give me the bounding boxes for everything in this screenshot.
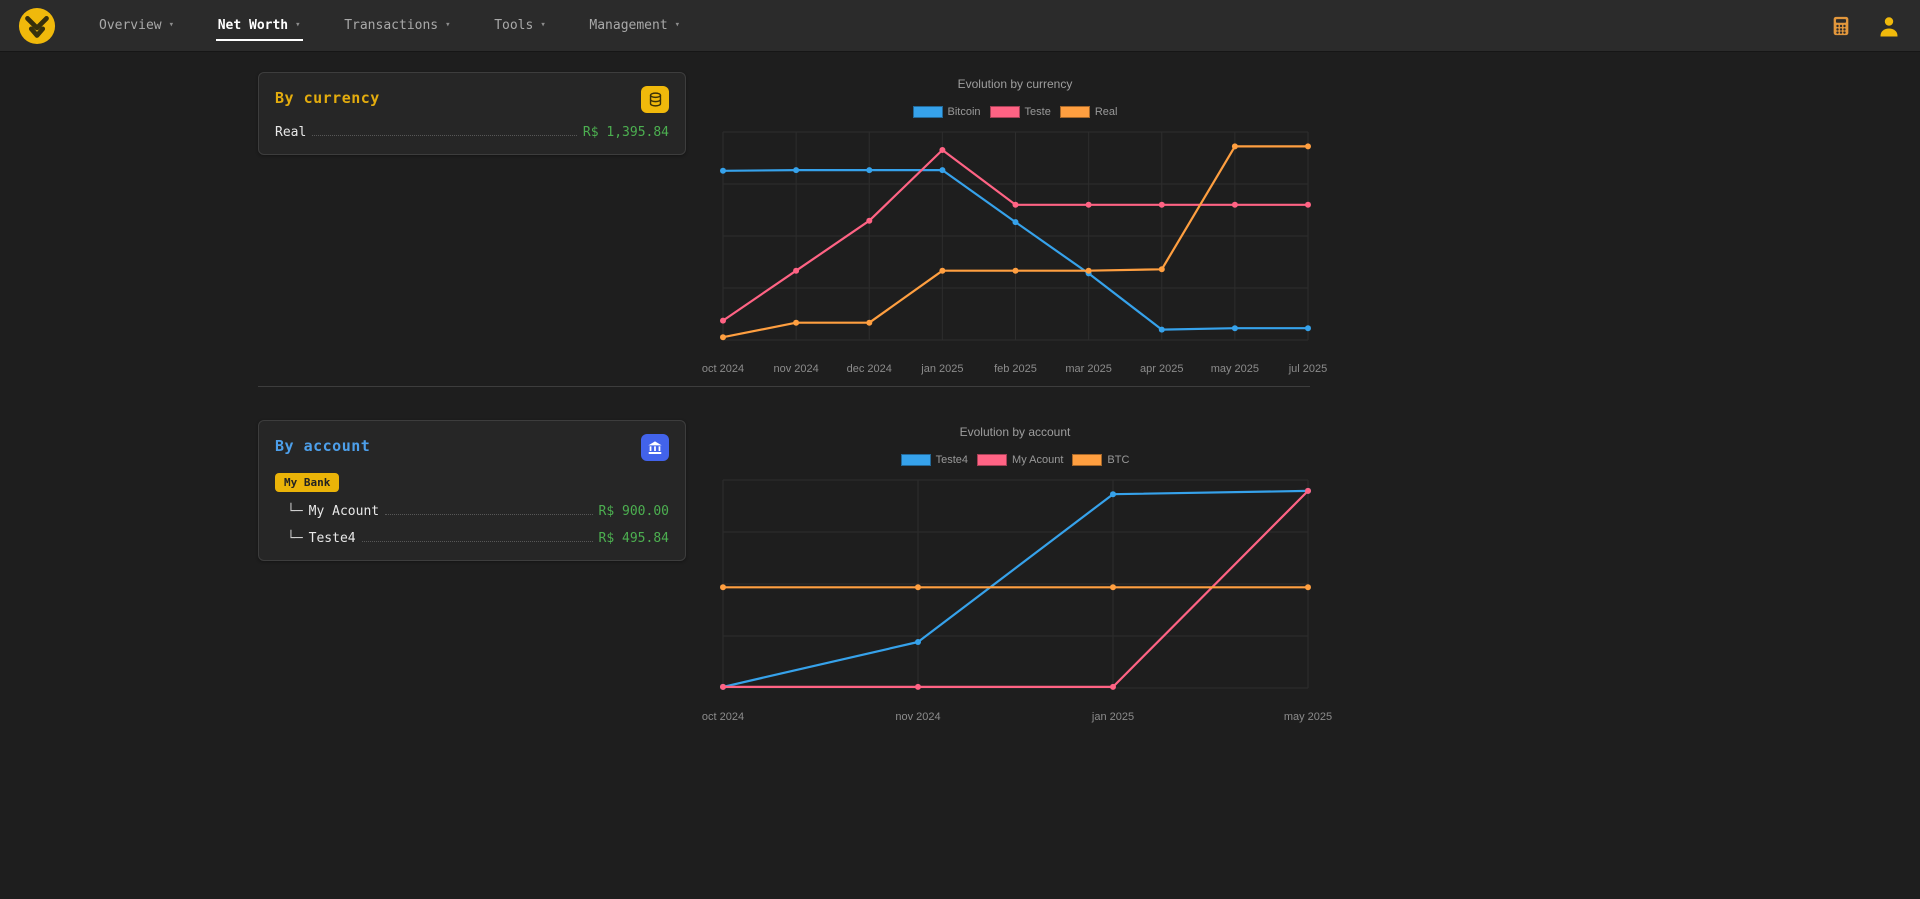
logo-icon <box>18 7 56 44</box>
legend-item-my-acount[interactable]: My Acount <box>977 454 1063 466</box>
main-nav: Overview ▾ Net Worth ▾ Transactions ▾ To… <box>82 11 697 41</box>
account-label: Teste4 <box>308 531 356 546</box>
coins-icon <box>649 92 661 107</box>
svg-text:may 2025: may 2025 <box>1283 711 1331 723</box>
nav-item-label: Management <box>589 17 668 33</box>
chart-legend: Bitcoin Teste Real <box>912 106 1118 118</box>
user-icon <box>1880 16 1898 36</box>
svg-text:jan 2025: jan 2025 <box>920 363 963 375</box>
dotted-leader <box>312 135 577 136</box>
currency-row-real: Real R$ 1,395.84 <box>275 125 669 140</box>
currency-section: By currency Real R$ 1,395.84 <box>258 72 1920 376</box>
legend-label: BTC <box>1107 454 1130 466</box>
calculator-icon <box>1833 16 1849 35</box>
svg-text:apr 2025: apr 2025 <box>1140 363 1183 375</box>
account-card-button[interactable] <box>641 434 669 461</box>
by-currency-card: By currency Real R$ 1,395.84 <box>258 72 686 155</box>
nav-item-label: Net Worth <box>217 17 289 33</box>
bank-badge[interactable]: My Bank <box>275 473 340 492</box>
legend-item-bitcoin[interactable]: Bitcoin <box>912 106 981 118</box>
currency-chart-plot: oct 2024 nov 2024 dec 2024 jan 2025 feb 2025… <box>701 131 1327 375</box>
evolution-by-account-chart: Evolution by account Teste4 My Acount BTC … <box>701 420 1332 724</box>
dotted-leader <box>361 541 593 542</box>
nav-item-management[interactable]: Management ▾ <box>587 11 682 41</box>
nav-item-label: Overview <box>99 17 162 33</box>
svg-text:feb 2025: feb 2025 <box>994 363 1037 375</box>
legend-item-teste4[interactable]: Teste4 <box>900 454 969 466</box>
by-account-title: By account <box>275 437 371 455</box>
nav-item-transactions[interactable]: Transactions ▾ <box>342 11 452 41</box>
chevron-down-icon: ▾ <box>168 20 175 30</box>
account-label: My Acount <box>308 504 380 519</box>
svg-text:dec 2024: dec 2024 <box>846 363 891 375</box>
account-value: R$ 900.00 <box>598 504 669 519</box>
navbar-right <box>1828 13 1902 39</box>
tree-branch-glyph: └─ <box>287 531 303 546</box>
legend-swatch <box>977 454 1008 466</box>
user-avatar-button[interactable] <box>1876 13 1902 39</box>
by-currency-title: By currency <box>275 89 380 107</box>
legend-label: Teste <box>1024 106 1051 118</box>
legend-swatch <box>1072 454 1103 466</box>
chevron-down-icon: ▾ <box>674 20 681 30</box>
section-divider <box>258 386 1310 387</box>
nav-item-net-worth[interactable]: Net Worth ▾ <box>215 11 303 41</box>
svg-text:mar 2025: mar 2025 <box>1065 363 1111 375</box>
legend-swatch <box>1059 106 1090 118</box>
bank-icon <box>648 440 662 454</box>
currency-card-button[interactable] <box>641 86 669 113</box>
net-worth-page: By currency Real R$ 1,395.84 <box>0 52 1920 764</box>
legend-label: Real <box>1094 106 1118 118</box>
svg-text:oct 2024: oct 2024 <box>701 711 743 723</box>
chart-title: Evolution by account <box>959 425 1071 439</box>
svg-text:jul 2025: jul 2025 <box>1287 363 1327 375</box>
calculator-button[interactable] <box>1828 13 1854 39</box>
svg-text:nov 2024: nov 2024 <box>773 363 818 375</box>
chevron-down-icon: ▾ <box>540 20 546 30</box>
account-row-teste4: └─ Teste4 R$ 495.84 <box>275 531 669 546</box>
legend-swatch <box>900 454 931 466</box>
nav-item-label: Tools <box>494 17 534 33</box>
account-row-my-acount: └─ My Acount R$ 900.00 <box>275 504 669 519</box>
svg-text:nov 2024: nov 2024 <box>895 711 940 723</box>
nav-item-overview[interactable]: Overview ▾ <box>97 11 176 41</box>
app-logo[interactable] <box>18 7 56 45</box>
legend-label: Bitcoin <box>947 106 981 118</box>
nav-item-tools[interactable]: Tools ▾ <box>492 11 548 41</box>
legend-item-btc[interactable]: BTC <box>1072 454 1129 466</box>
evolution-by-currency-chart: Evolution by currency Bitcoin Teste Real o… <box>701 72 1327 376</box>
legend-label: Teste4 <box>935 454 969 466</box>
svg-text:jan 2025: jan 2025 <box>1090 711 1133 723</box>
nav-item-label: Transactions <box>344 17 439 33</box>
chevron-down-icon: ▾ <box>295 20 301 30</box>
legend-item-teste[interactable]: Teste <box>989 106 1051 118</box>
tree-branch-glyph: └─ <box>287 504 303 519</box>
account-value: R$ 495.84 <box>598 531 669 546</box>
legend-item-real[interactable]: Real <box>1059 106 1118 118</box>
svg-text:oct 2024: oct 2024 <box>701 363 743 375</box>
svg-text:may 2025: may 2025 <box>1210 363 1258 375</box>
top-navbar: Overview ▾ Net Worth ▾ Transactions ▾ To… <box>0 0 1920 52</box>
legend-label: My Acount <box>1012 454 1064 466</box>
chart-legend: Teste4 My Acount BTC <box>900 454 1129 466</box>
dotted-leader <box>385 514 593 515</box>
legend-swatch <box>912 106 943 118</box>
chevron-down-icon: ▾ <box>445 20 451 30</box>
legend-swatch <box>989 106 1020 118</box>
chart-title: Evolution by currency <box>957 77 1073 91</box>
account-section: By account My Bank └─ My Acount <box>258 420 1920 724</box>
by-account-card: By account My Bank └─ My Acount <box>258 420 686 561</box>
account-chart-plot: oct 2024 nov 2024 jan 2025 may 2025 <box>701 479 1332 723</box>
currency-value: R$ 1,395.84 <box>582 125 669 140</box>
currency-label: Real <box>275 125 307 140</box>
